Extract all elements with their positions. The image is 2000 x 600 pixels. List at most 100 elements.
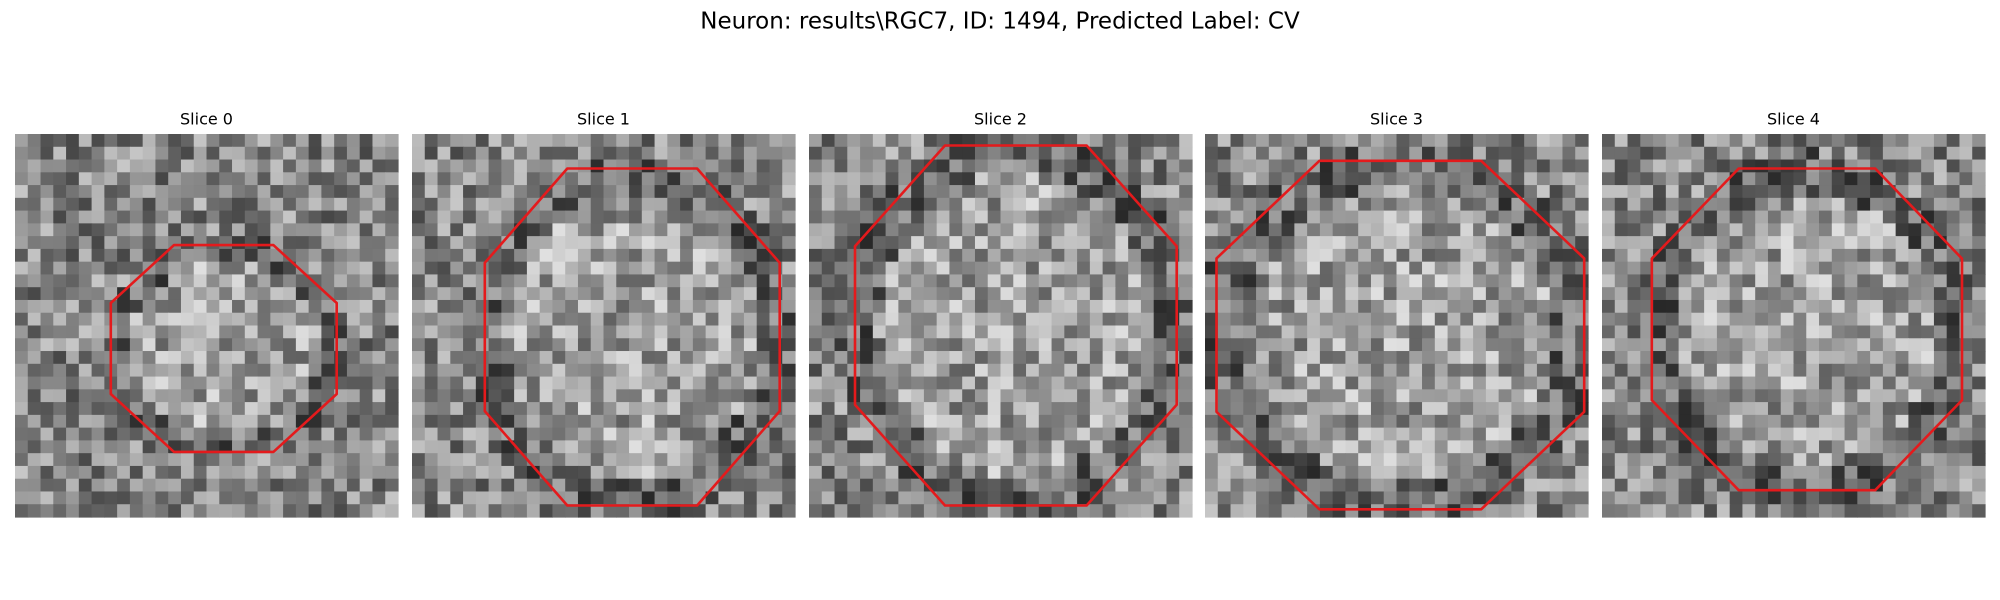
pixel: [1614, 376, 1629, 390]
pixel: [346, 299, 361, 314]
pixel: [1755, 465, 1769, 480]
pixel: [321, 299, 335, 314]
pixel: [1230, 453, 1244, 467]
pixel: [1000, 440, 1014, 454]
pixel: [1536, 389, 1551, 403]
pixel: [1716, 440, 1731, 454]
pixel: [769, 159, 783, 173]
pixel: [155, 197, 169, 212]
pixel: [1434, 402, 1449, 416]
pixel: [1755, 363, 1769, 378]
pixel: [936, 312, 951, 327]
pixel: [180, 351, 195, 365]
pixel: [782, 465, 796, 480]
pixel: [283, 146, 297, 161]
pixel: [680, 210, 694, 224]
pixel: [1562, 440, 1576, 454]
pixel: [987, 504, 1002, 518]
pixel: [501, 478, 515, 493]
pixel: [1256, 274, 1270, 288]
pixel: [1115, 325, 1129, 339]
pixel: [1013, 312, 1027, 327]
pixel: [949, 236, 963, 250]
pixel: [565, 414, 579, 429]
pixel: [834, 440, 848, 454]
pixel: [654, 287, 668, 301]
pixel: [911, 478, 925, 493]
pixel: [654, 210, 668, 224]
pixel: [872, 248, 887, 263]
pixel: [1217, 478, 1232, 493]
pixel: [501, 453, 515, 467]
pixel: [1422, 440, 1436, 454]
pixel: [15, 453, 29, 467]
pixel: [872, 274, 887, 288]
pixel: [1345, 478, 1359, 493]
pixel: [872, 312, 887, 327]
pixel: [692, 287, 707, 301]
pixel: [1602, 363, 1616, 378]
pixel: [1422, 299, 1436, 314]
pixel: [1230, 223, 1244, 237]
pixel: [53, 185, 67, 199]
pixel: [1307, 172, 1321, 186]
pixel: [1281, 465, 1295, 480]
pixel: [180, 287, 195, 301]
pixel: [424, 504, 439, 518]
pixel: [1946, 185, 1961, 199]
pixel: [168, 223, 182, 237]
pixel: [641, 274, 656, 288]
pixel: [1844, 274, 1858, 288]
pixel: [283, 274, 297, 288]
pixel: [385, 287, 399, 301]
pixel: [936, 223, 951, 237]
pixel: [1755, 312, 1769, 327]
pixel: [1064, 440, 1078, 454]
pixel: [244, 351, 259, 365]
pixel: [1153, 159, 1168, 173]
pixel: [885, 491, 899, 505]
pixel: [155, 389, 169, 403]
pixel: [1831, 376, 1846, 390]
pixel: [1281, 312, 1295, 327]
pixel: [1819, 491, 1833, 505]
pixel: [1895, 351, 1909, 365]
pixel: [1332, 478, 1347, 493]
pixel: [1179, 146, 1193, 161]
pixel: [1128, 338, 1142, 352]
pixel: [424, 134, 439, 148]
pixel: [1140, 274, 1155, 288]
pixel: [359, 287, 374, 301]
pixel: [1243, 465, 1257, 480]
pixel: [1716, 376, 1731, 390]
pixel: [270, 414, 284, 429]
pixel: [1614, 414, 1629, 429]
pixel: [15, 389, 29, 403]
pixel: [590, 261, 605, 276]
pixel: [1217, 274, 1232, 288]
pixel: [1780, 478, 1795, 493]
pixel: [1793, 134, 1807, 148]
pixel: [1780, 427, 1795, 441]
pixel: [1268, 389, 1283, 403]
pixel: [1844, 185, 1858, 199]
pixel: [346, 210, 361, 224]
pixel: [987, 223, 1002, 237]
pixel: [104, 491, 118, 505]
pixel: [1729, 414, 1744, 429]
pixel: [450, 465, 464, 480]
pixel: [1370, 376, 1385, 390]
pixel: [821, 172, 836, 186]
pixel: [1882, 440, 1897, 454]
pixel: [1627, 465, 1641, 480]
pixel: [949, 146, 963, 161]
pixel: [1653, 312, 1667, 327]
pixel: [756, 287, 771, 301]
pixel: [1678, 159, 1692, 173]
pixel: [475, 299, 490, 314]
pixel: [1946, 351, 1961, 365]
pixel: [193, 363, 208, 378]
pixel: [180, 248, 195, 263]
pixel: [1729, 427, 1744, 441]
pixel: [244, 504, 259, 518]
